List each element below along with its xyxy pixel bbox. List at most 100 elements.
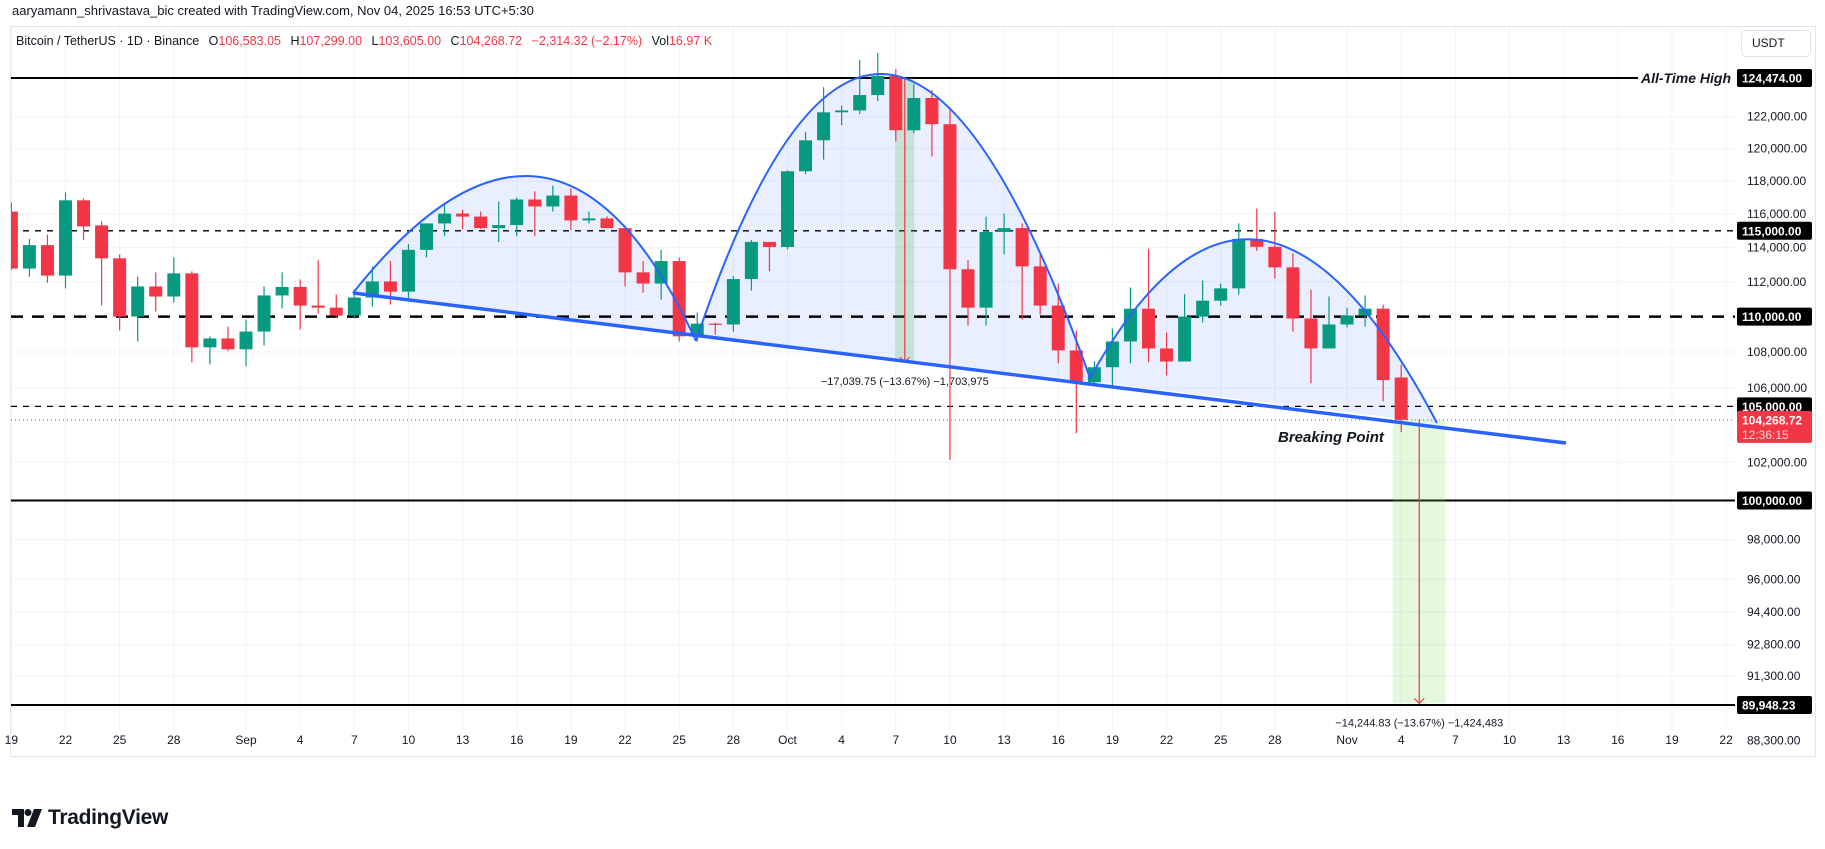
candle (889, 68, 903, 142)
date-tick-label: 10 (402, 733, 416, 747)
price-tick-label: 98,000.00 (1747, 533, 1801, 547)
price-tick-label: 114,000.00 (1747, 241, 1806, 255)
candle-body (420, 223, 433, 250)
candle (1123, 287, 1137, 364)
candle (401, 243, 415, 302)
close-value: 104,268.72 (459, 34, 523, 48)
candle (853, 60, 867, 115)
head-arc[interactable] (695, 72, 1091, 379)
measure-label: −14,244.83 (−13.67%) −1,424,483 (1335, 717, 1503, 729)
measure-label: −17,039.75 (−13.67%) −1,703,975 (821, 376, 989, 388)
candle-body (997, 228, 1011, 232)
candle-body (167, 273, 181, 297)
candle (546, 185, 560, 212)
date-tick-label: 25 (673, 733, 687, 747)
candle (979, 216, 993, 326)
candle-body (293, 286, 307, 306)
candle-body (907, 98, 921, 131)
date-tick-label: 22 (59, 733, 73, 747)
candle (1322, 296, 1336, 349)
candle-body (113, 258, 127, 317)
candle-body (1087, 367, 1101, 383)
candle-body (871, 76, 885, 96)
neckline-trendline[interactable] (352, 291, 1567, 445)
candle (871, 52, 885, 101)
candle (167, 257, 181, 303)
date-tick-label: 28 (167, 733, 181, 747)
tradingview-logo-text: TradingView (48, 806, 169, 829)
low-label: L (371, 34, 379, 48)
candle (726, 276, 740, 332)
price-axis[interactable]: 122,000.00 120,000.00 118,000.00 116,000.00… (1737, 69, 1812, 748)
candle (257, 286, 271, 346)
left-shoulder-arc[interactable] (352, 174, 697, 342)
price-tick-label: 106,000.00 (1747, 381, 1807, 395)
candle-body (1123, 308, 1137, 342)
candle (1232, 223, 1246, 295)
candle (456, 209, 470, 230)
level-price-label: 110,000.00 (1742, 310, 1802, 324)
candle (672, 257, 686, 342)
candle-body (835, 110, 849, 113)
date-tick-label: 19 (1665, 733, 1679, 747)
measurements: −17,039.75 (−13.67%) −1,703,975 −14,244.8… (821, 78, 1503, 729)
breaking-point-label: Breaking Point (1278, 429, 1385, 446)
level-price-tag (1737, 221, 1812, 240)
candle-body (1051, 305, 1065, 351)
date-tick-label: 28 (1268, 733, 1282, 747)
candle (1250, 208, 1264, 251)
last-price-label: 104,268.72 (1742, 413, 1802, 427)
tradingview-logo-icon (12, 809, 42, 827)
candle (11, 202, 18, 270)
candle (708, 322, 722, 335)
price-tick-label: 96,000.00 (1747, 572, 1801, 586)
candle (185, 271, 199, 363)
volume-label: Vol (651, 34, 669, 48)
candle (275, 272, 289, 309)
candle-body (1286, 267, 1300, 319)
time-axis[interactable]: 19 22 25 28 Sep 4 7 10 13 16 19 22 25 28 Oct 4 7 10 13 16 19… (5, 733, 1733, 747)
candle-body (1214, 288, 1228, 301)
high-value: 107,299.00 (299, 34, 363, 48)
candle-body (401, 249, 415, 292)
all-time-high-label: All-Time High (1640, 70, 1731, 86)
price-tick-label: 112,000.00 (1747, 275, 1806, 289)
candle-body (1105, 341, 1119, 368)
candles (11, 52, 1408, 461)
candle-body (1160, 348, 1174, 362)
candle (131, 276, 145, 342)
currency-button[interactable]: USDT (1741, 30, 1811, 57)
date-tick-label: 4 (838, 733, 845, 747)
date-tick-label: Nov (1336, 733, 1357, 747)
tradingview-logo[interactable]: TradingView (12, 806, 168, 830)
candle-body (257, 295, 271, 332)
date-tick-label: 13 (997, 733, 1011, 747)
candle-body (1015, 228, 1029, 267)
candle-body (383, 281, 397, 292)
date-tick-label: 25 (1214, 733, 1228, 747)
candle (835, 105, 849, 126)
right-shoulder-arc[interactable] (1089, 238, 1438, 424)
candle-body (59, 200, 72, 276)
candle-body (474, 216, 488, 229)
date-tick-label: 22 (618, 733, 632, 747)
candle (293, 279, 307, 330)
candle-body (1196, 300, 1210, 317)
date-tick-label: 16 (510, 733, 524, 747)
candle (203, 336, 217, 365)
candle (961, 260, 975, 326)
symbol-name[interactable]: Bitcoin / TetherUS · 1D · Binance (16, 34, 200, 48)
candle (311, 260, 325, 314)
candle (1340, 307, 1354, 328)
candle-body (22, 245, 36, 269)
candle (781, 170, 794, 250)
candle (492, 201, 506, 243)
price-tick-label: 94,400.00 (1747, 605, 1801, 619)
candle-body (726, 279, 740, 325)
candle-body (889, 76, 903, 131)
level-price-tag (1737, 695, 1812, 714)
candle-body (1250, 238, 1264, 247)
candle-body (1322, 324, 1336, 349)
candle-body (329, 307, 343, 316)
